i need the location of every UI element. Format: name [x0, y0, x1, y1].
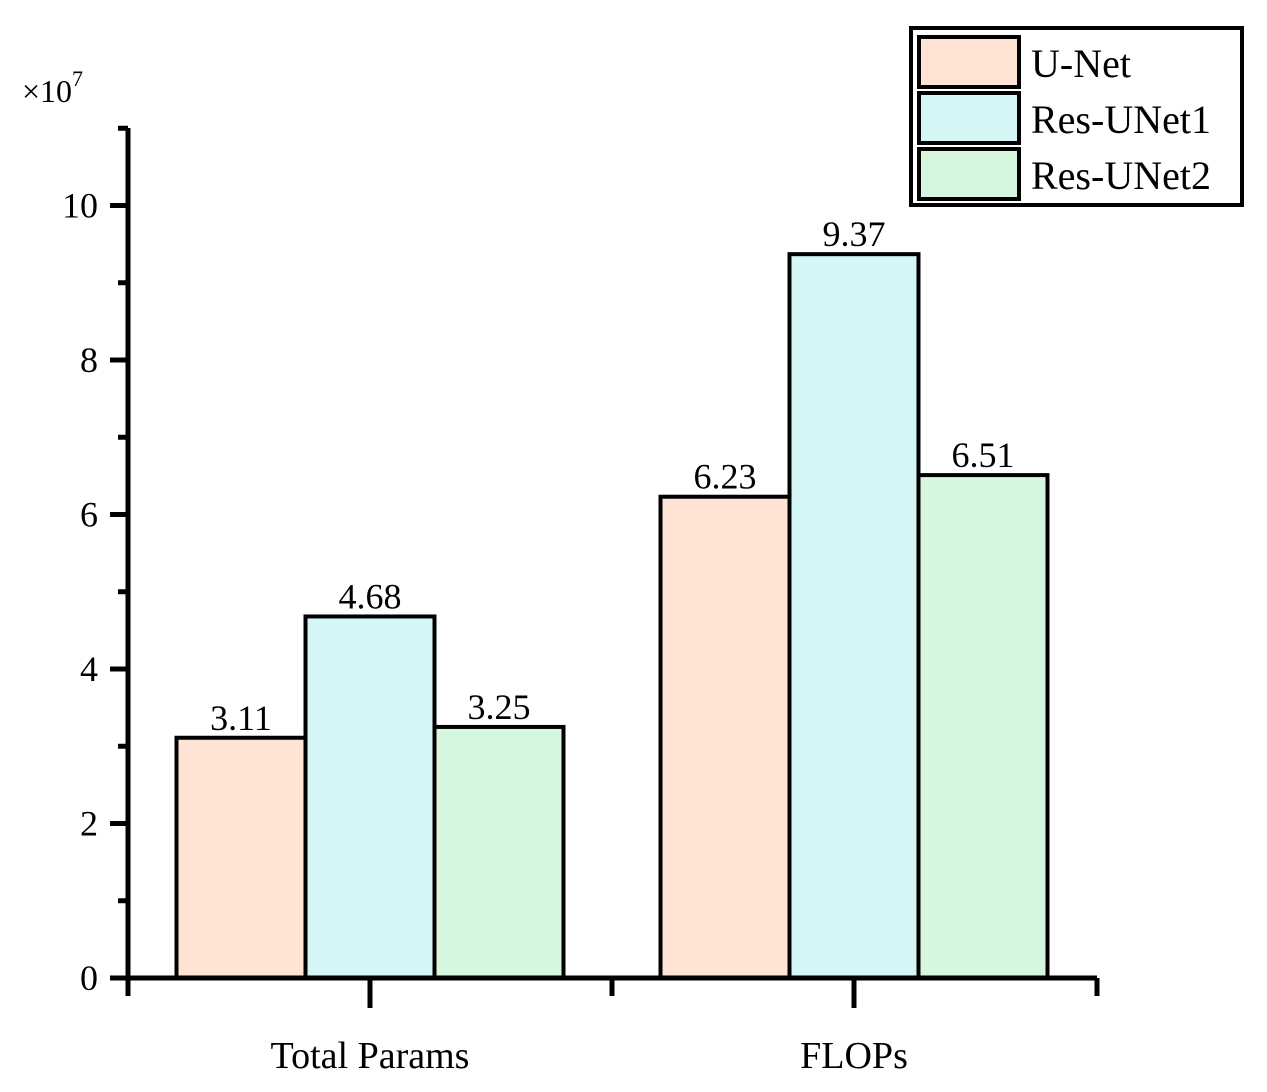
bar-res-unet2-flops	[916, 473, 1050, 980]
y-axis-multiplier: ×107	[22, 66, 83, 109]
multiplier-base: ×10	[22, 73, 72, 109]
y-tick-label: 8	[80, 340, 98, 380]
bars-group	[174, 252, 1050, 981]
legend-swatch	[917, 91, 1021, 145]
data-label: 3.25	[468, 687, 531, 727]
legend-swatch	[917, 147, 1021, 201]
multiplier-exponent: 7	[72, 66, 83, 91]
legend-label: Res-UNet2	[1031, 153, 1211, 198]
data-label: 6.51	[952, 435, 1015, 475]
x-category-label: Total Params	[271, 1035, 470, 1077]
data-label: 9.37	[823, 214, 886, 254]
legend-swatch	[917, 35, 1021, 89]
y-tick-label: 10	[62, 186, 98, 226]
data-label: 3.11	[210, 698, 272, 738]
bar-res-unet2-total-params	[432, 724, 566, 980]
x-category-label: FLOPs	[800, 1035, 908, 1077]
data-labels-group: 3.11 4.68 3.25 6.23 9.37 6.51	[210, 214, 1014, 738]
data-label: 6.23	[694, 457, 757, 497]
bar-res-unet1-total-params	[303, 614, 437, 980]
y-tick-label: 6	[80, 495, 98, 535]
y-tick-label: 4	[80, 649, 98, 689]
axes-group: 0 2 4 6 8 10 Total Params FLOPs ×107	[22, 66, 1100, 1077]
bar-u-net-flops	[658, 494, 792, 980]
bar-u-net-total-params	[174, 735, 308, 980]
legend-label: Res-UNet1	[1031, 97, 1211, 142]
legend-label: U-Net	[1031, 41, 1131, 86]
y-tick-label: 2	[80, 804, 98, 844]
y-tick-label: 0	[80, 958, 98, 998]
data-label: 4.68	[339, 576, 402, 616]
bar-res-unet1-flops	[787, 252, 921, 981]
legend: U-Net Res-UNet1 Res-UNet2	[909, 26, 1244, 207]
